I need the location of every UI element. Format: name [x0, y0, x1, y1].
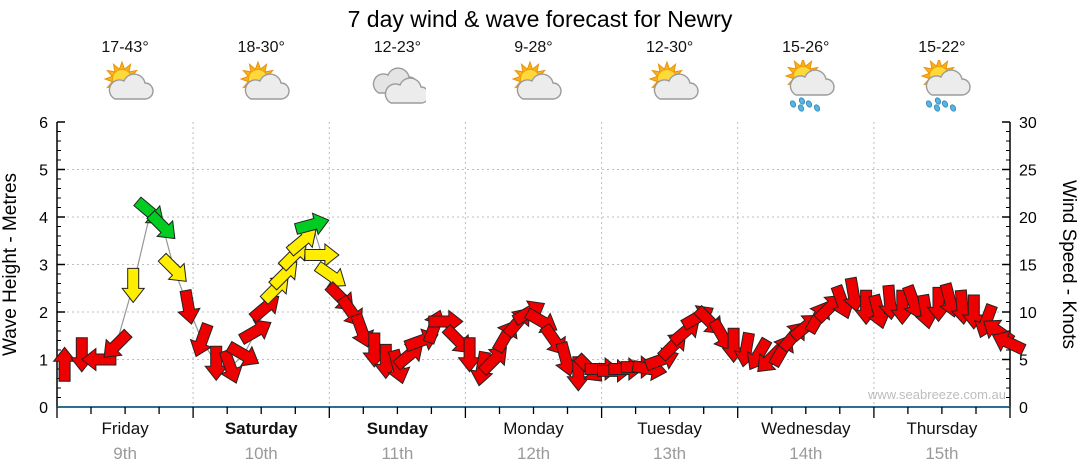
- right-tick-label: 5: [1019, 353, 1028, 370]
- date-label: 11th: [381, 444, 413, 463]
- day-header-sunday: 12-23°: [329, 38, 465, 122]
- raindrop-icon: [798, 97, 805, 105]
- raindrop-icon: [933, 104, 940, 112]
- day-label: Friday: [101, 419, 149, 438]
- right-tick-label: 20: [1019, 210, 1037, 227]
- right-tick-label: 15: [1019, 258, 1037, 275]
- temp-range: 9-28°: [514, 39, 553, 56]
- partly-cloudy-icon: [648, 60, 699, 100]
- right-tick-label: 30: [1019, 115, 1037, 132]
- wind-arrow: [103, 328, 133, 358]
- day-label: Sunday: [367, 419, 429, 438]
- showers-icon: [784, 60, 835, 112]
- left-tick-label: 2: [39, 305, 48, 322]
- cloudy-icon: [373, 67, 427, 104]
- date-label: 14th: [789, 444, 822, 463]
- left-axis-title: Wave Height - Metres: [0, 173, 21, 356]
- wind-arrow: [428, 309, 464, 334]
- temp-range: 15-22°: [918, 39, 966, 56]
- watermark: www.seabreeze.com.au: [867, 387, 1006, 402]
- day-header-friday: 17-43°: [57, 38, 193, 122]
- partly-cloudy-icon: [511, 60, 563, 100]
- day-label: Saturday: [225, 419, 298, 438]
- date-label: 12th: [517, 444, 550, 463]
- wind-arrow: [225, 340, 260, 367]
- right-tick-label: 0: [1019, 400, 1028, 417]
- left-tick-label: 5: [39, 163, 48, 180]
- wind-arrow: [457, 337, 482, 373]
- wind-arrow: [991, 330, 1027, 356]
- raindrop-icon: [925, 100, 932, 108]
- wind-arrow: [238, 319, 272, 345]
- left-tick-label: 4: [39, 210, 48, 227]
- partly-cloudy-icon: [103, 60, 154, 100]
- wind-arrow: [157, 252, 187, 282]
- wind-arrow: [52, 346, 77, 382]
- left-tick-label: 3: [39, 258, 48, 275]
- date-label: 9th: [113, 444, 137, 463]
- temp-range: 17-43°: [101, 39, 149, 56]
- cloud-icon: [653, 73, 699, 100]
- day-header-thursday: 15-22°: [874, 38, 1010, 122]
- day-header-wednesday: 15-26°: [738, 38, 874, 122]
- raindrop-icon: [797, 104, 804, 112]
- cloud-icon: [925, 69, 971, 96]
- partly-cloudy-icon: [239, 60, 290, 100]
- cloud-icon: [385, 77, 427, 104]
- day-label: Tuesday: [637, 419, 702, 438]
- wind-arrow: [477, 346, 507, 377]
- temp-range: 12-30°: [645, 39, 694, 56]
- raindrop-icon: [934, 97, 941, 105]
- right-tick-label: 25: [1019, 163, 1037, 180]
- wind-arrow: [218, 348, 243, 384]
- day-label: Monday: [503, 419, 564, 438]
- raindrop-icon: [789, 100, 796, 108]
- day-header-tuesday: 12-30°: [602, 38, 738, 122]
- temp-range: 18-30°: [237, 39, 285, 56]
- left-tick-label: 0: [39, 400, 48, 417]
- wind-arrow: [293, 212, 330, 236]
- wind-arrow: [177, 289, 201, 325]
- raindrop-icon: [949, 104, 956, 112]
- cloud-icon: [244, 73, 290, 100]
- date-label: 10th: [245, 444, 278, 463]
- wind-arrow: [961, 294, 986, 330]
- cloud-icon: [517, 73, 563, 100]
- left-tick-label: 6: [39, 115, 48, 132]
- raindrop-icon: [941, 100, 948, 108]
- wind-arrow: [121, 267, 146, 304]
- cloud-icon: [789, 69, 835, 96]
- day-header-saturday: 18-30°: [193, 38, 329, 122]
- wind-arrow: [189, 322, 214, 358]
- day-label: Thursday: [906, 419, 977, 438]
- day-label: Wednesday: [761, 419, 851, 438]
- left-tick-label: 1: [39, 353, 48, 370]
- right-tick-label: 10: [1019, 305, 1037, 322]
- temp-range: 12-23°: [373, 39, 422, 56]
- wind-arrow: [304, 242, 340, 268]
- right-axis-title: Wind Speed - Knots: [1058, 180, 1079, 349]
- raindrop-icon: [805, 100, 812, 108]
- temp-range: 15-26°: [782, 39, 830, 56]
- wind-arrow: [350, 312, 375, 348]
- page-title: 7 day wind & wave forecast for Newry: [347, 6, 733, 32]
- date-label: 15th: [925, 444, 958, 463]
- showers-icon: [920, 60, 971, 112]
- date-label: 13th: [653, 444, 686, 463]
- raindrop-icon: [813, 104, 820, 112]
- wind-arrow: [285, 229, 317, 257]
- day-header-monday: 9-28°: [465, 38, 601, 122]
- wind-arrow: [146, 209, 176, 240]
- cloud-icon: [108, 73, 154, 100]
